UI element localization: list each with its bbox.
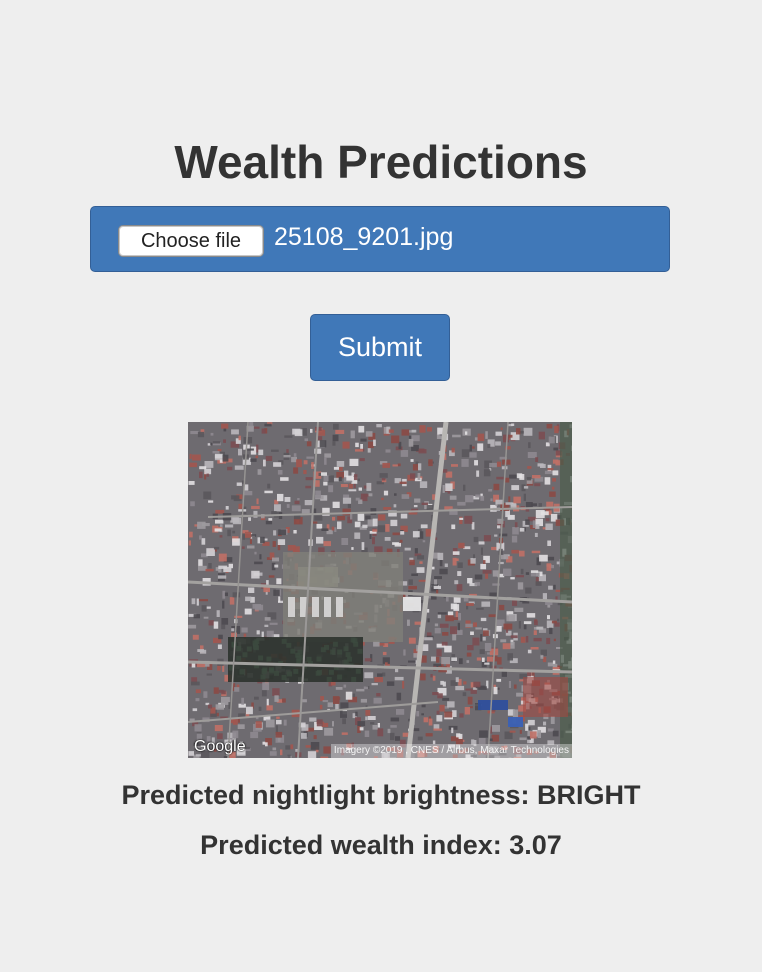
nightlight-brightness-result: Predicted nightlight brightness: BRIGHT — [0, 779, 762, 811]
file-upload-bar[interactable]: Choose file 25108_9201.jpg — [90, 206, 670, 272]
page-title: Wealth Predictions — [174, 136, 588, 188]
selected-file-name: 25108_9201.jpg — [274, 223, 454, 251]
brightness-label: Predicted nightlight brightness: — [121, 780, 537, 810]
wealth-label: Predicted wealth index: — [200, 830, 510, 860]
google-logo: Google — [194, 738, 246, 755]
imagery-credit: Imagery ©2019 , CNES / Airbus, Maxar Tec… — [330, 744, 572, 758]
wealth-index-result: Predicted wealth index: 3.07 — [0, 829, 762, 861]
brightness-value: BRIGHT — [537, 780, 641, 810]
satellite-image-graphic — [188, 422, 572, 758]
satellite-image: Google Imagery ©2019 , CNES / Airbus, Ma… — [188, 422, 572, 758]
wealth-value: 3.07 — [509, 830, 562, 860]
submit-button[interactable]: Submit — [310, 314, 450, 381]
choose-file-button[interactable]: Choose file — [118, 225, 264, 257]
